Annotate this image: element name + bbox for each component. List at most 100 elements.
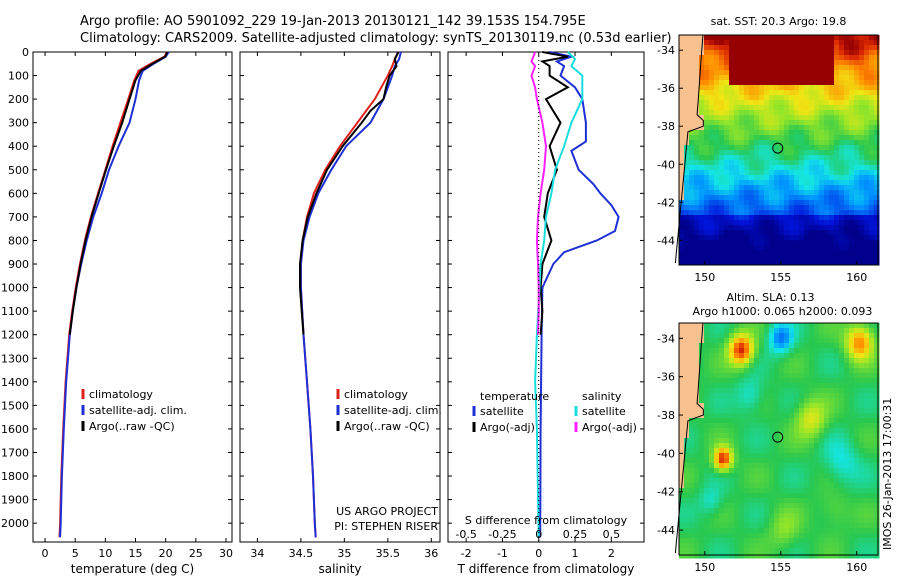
ocean-cell	[689, 210, 695, 216]
ocean-cell	[839, 85, 845, 91]
ocean-cell	[734, 548, 740, 554]
depth-tick-label: 1100	[1, 305, 29, 318]
ocean-cell	[689, 155, 695, 161]
ocean-cell	[739, 473, 745, 479]
ocean-cell	[734, 70, 740, 76]
ocean-cell	[799, 170, 805, 176]
ocean-cell	[814, 205, 820, 211]
ocean-cell	[874, 323, 880, 329]
ocean-cell	[759, 255, 765, 261]
ocean-cell	[719, 378, 725, 384]
land-cell	[679, 80, 685, 86]
ocean-cell	[799, 135, 805, 141]
ocean-cell	[749, 240, 755, 246]
ocean-cell	[794, 523, 800, 529]
ocean-cell	[869, 190, 875, 196]
ocean-cell	[799, 220, 805, 226]
ocean-cell	[819, 428, 825, 434]
ocean-cell	[849, 75, 855, 81]
ocean-cell	[834, 130, 840, 136]
ocean-cell	[729, 423, 735, 429]
ocean-cell	[819, 105, 825, 111]
ocean-cell	[749, 488, 755, 494]
ocean-cell	[749, 55, 755, 61]
ocean-cell	[684, 240, 690, 246]
ocean-cell	[759, 483, 765, 489]
ocean-cell	[709, 403, 715, 409]
ocean-cell	[864, 448, 870, 454]
ocean-cell	[844, 80, 850, 86]
map-y-tick-label: -34	[657, 332, 675, 345]
ocean-cell	[794, 343, 800, 349]
ocean-cell	[874, 95, 880, 101]
ocean-cell	[824, 90, 830, 96]
ocean-cell	[859, 468, 865, 474]
ocean-cell	[724, 323, 730, 329]
ocean-cell	[749, 503, 755, 509]
ocean-cell	[759, 135, 765, 141]
ocean-cell	[844, 205, 850, 211]
ocean-cell	[689, 150, 695, 156]
ocean-cell	[874, 523, 880, 529]
ocean-cell	[744, 513, 750, 519]
ocean-cell	[794, 503, 800, 509]
ocean-cell	[854, 80, 860, 86]
ocean-cell	[774, 160, 780, 166]
ocean-cell	[859, 80, 865, 86]
ocean-cell	[729, 473, 735, 479]
ocean-cell	[819, 250, 825, 256]
ocean-cell	[739, 453, 745, 459]
ocean-cell	[799, 448, 805, 454]
ocean-cell	[739, 478, 745, 484]
ocean-cell	[794, 190, 800, 196]
ocean-cell	[789, 403, 795, 409]
ocean-cell	[814, 80, 820, 86]
ocean-cell	[729, 190, 735, 196]
ocean-cell	[844, 85, 850, 91]
ocean-cell	[854, 348, 860, 354]
ocean-cell	[809, 433, 815, 439]
ocean-cell	[734, 90, 740, 96]
ocean-cell	[799, 538, 805, 544]
ocean-cell	[784, 358, 790, 364]
ocean-cell	[729, 200, 735, 206]
ocean-cell	[734, 323, 740, 329]
ocean-cell	[844, 433, 850, 439]
ocean-cell	[709, 553, 715, 559]
ocean-cell	[719, 130, 725, 136]
ocean-cell	[684, 538, 690, 544]
ocean-cell	[769, 333, 775, 339]
ocean-cell	[804, 338, 810, 344]
ocean-cell	[719, 523, 725, 529]
ocean-cell	[704, 433, 710, 439]
ocean-cell	[749, 135, 755, 141]
ocean-cell	[724, 260, 730, 266]
ocean-cell	[804, 55, 810, 61]
x-tick-label: 10	[98, 547, 112, 560]
ocean-cell	[769, 368, 775, 374]
ocean-cell	[799, 145, 805, 151]
ocean-cell	[799, 403, 805, 409]
ocean-cell	[869, 498, 875, 504]
ocean-cell	[729, 373, 735, 379]
ocean-cell	[869, 240, 875, 246]
ocean-cell	[779, 85, 785, 91]
ocean-cell	[804, 140, 810, 146]
ocean-cell	[764, 210, 770, 216]
ocean-cell	[714, 250, 720, 256]
ocean-cell	[679, 553, 685, 559]
ocean-cell	[689, 195, 695, 201]
ocean-cell	[809, 473, 815, 479]
ocean-cell	[734, 418, 740, 424]
depth-tick-label: 800	[8, 234, 29, 247]
ocean-cell	[754, 403, 760, 409]
ocean-cell	[724, 220, 730, 226]
ocean-cell	[834, 428, 840, 434]
ocean-cell	[779, 323, 785, 329]
ocean-cell	[864, 110, 870, 116]
ocean-cell	[709, 160, 715, 166]
ocean-cell	[764, 533, 770, 539]
ocean-cell	[709, 240, 715, 246]
ocean-cell	[744, 443, 750, 449]
ocean-cell	[824, 548, 830, 554]
